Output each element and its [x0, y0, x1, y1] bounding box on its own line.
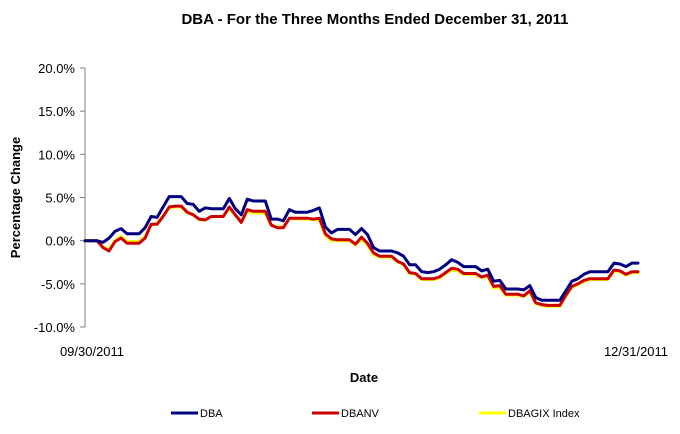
series-line-dbanv	[83, 204, 640, 307]
y-tick-label: 20.0%	[38, 61, 75, 76]
legend-label: DBA	[200, 408, 223, 420]
legend-label: DBAGIX Index	[508, 408, 580, 420]
legend: DBA DBANV DBAGIX Index	[171, 408, 580, 420]
y-tick-label: 0.0%	[45, 234, 75, 249]
y-axis-title: Percentage Change	[8, 137, 23, 258]
y-tick-label: 10.0%	[38, 147, 75, 162]
plot-area	[83, 195, 640, 308]
x-tick-label: 09/30/2011	[60, 344, 124, 359]
y-tick-label: -5.0%	[41, 277, 75, 292]
legend-label: DBANV	[341, 408, 380, 420]
x-axis-title: Date	[350, 370, 378, 385]
y-tick-label: 5.0%	[45, 191, 75, 206]
y-axis-ticks: 20.0% 15.0% 10.0% 5.0% 0.0% -5.0% -10.0%	[34, 61, 85, 335]
series-line-dbagix-index	[83, 205, 640, 308]
y-tick-label: 15.0%	[38, 104, 75, 119]
chart-title: DBA - For the Three Months Ended Decembe…	[181, 11, 568, 28]
y-tick-label: -10.0%	[34, 320, 76, 335]
x-axis-ticks: 09/30/2011 12/31/2011	[60, 344, 668, 359]
series-line-dba	[83, 195, 640, 302]
x-tick-label: 12/31/2011	[604, 344, 668, 359]
